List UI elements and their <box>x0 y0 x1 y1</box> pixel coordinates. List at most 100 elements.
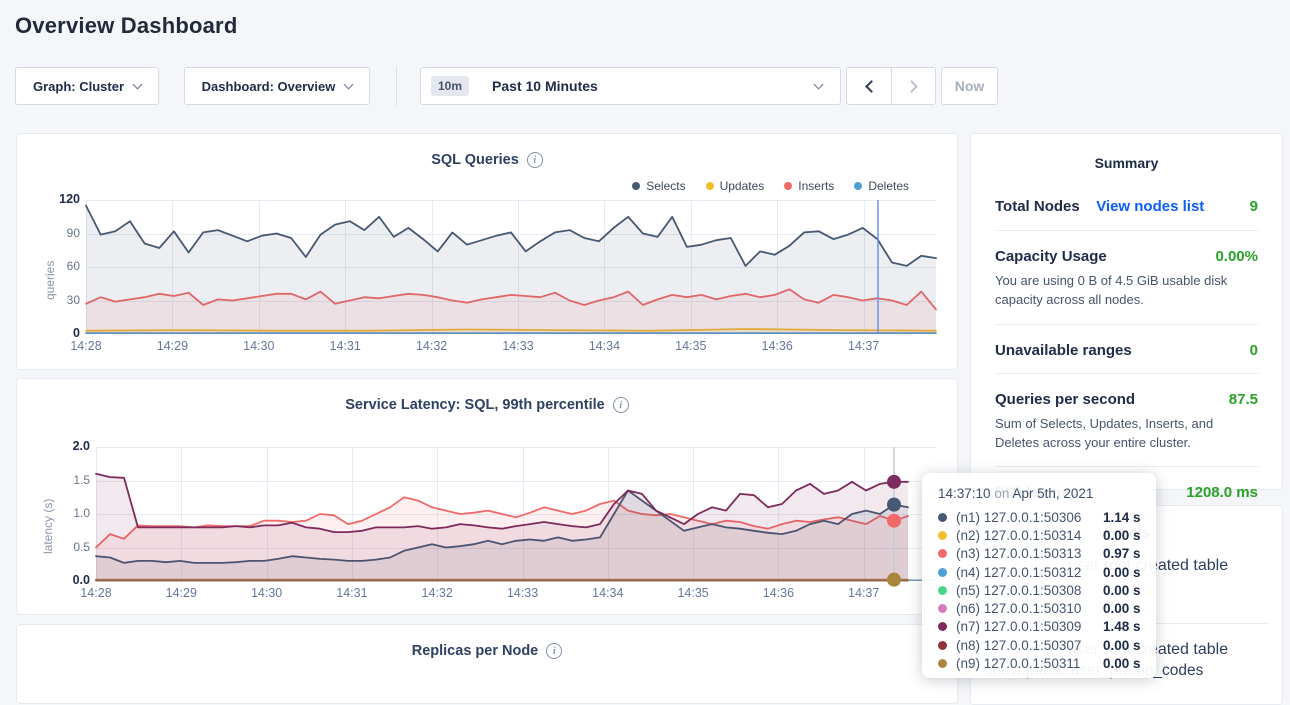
chart-title-row: Service Latency: SQL, 99th percentile i <box>17 397 957 413</box>
sql-queries-chart[interactable] <box>86 200 936 334</box>
tooltip-node-label: (n7) 127.0.0.1:50309 <box>956 619 1103 634</box>
x-tick-label: 14:35 <box>665 339 717 353</box>
chevron-down-icon <box>344 79 354 89</box>
summary-value: 9 <box>1250 198 1258 215</box>
summary-value: 87.5 <box>1229 391 1258 408</box>
x-tick-label: 14:34 <box>582 586 634 600</box>
time-step-buttons <box>846 67 936 105</box>
graph-scope-dropdown[interactable]: Graph: Cluster <box>15 67 159 105</box>
x-tick-label: 14:28 <box>60 339 112 353</box>
tooltip-node-label: (n4) 127.0.0.1:50312 <box>956 565 1103 580</box>
y-tick-label: 120 <box>36 192 80 206</box>
tooltip-rows: (n1) 127.0.0.1:503061.14 s(n2) 127.0.0.1… <box>938 508 1146 673</box>
x-tick-label: 14:34 <box>578 339 630 353</box>
y-tick-label: 0.5 <box>46 540 90 554</box>
legend-item: Inserts <box>784 179 834 193</box>
tooltip-node-value: 0.00 s <box>1103 583 1141 598</box>
series-dot-icon <box>938 549 947 558</box>
x-tick-label: 14:29 <box>155 586 207 600</box>
chevron-right-icon <box>905 80 918 93</box>
summary-label: Total Nodes <box>995 198 1080 215</box>
tooltip-timestamp: 14:37:10 on Apr 5th, 2021 <box>938 486 1146 501</box>
tooltip-row: (n2) 127.0.0.1:503140.00 s <box>938 526 1146 544</box>
tooltip-row: (n6) 127.0.0.1:503100.00 s <box>938 599 1146 617</box>
x-tick-label: 14:37 <box>838 586 890 600</box>
hover-dot-n1 <box>887 498 901 512</box>
summary-value: 0.00% <box>1215 248 1258 265</box>
legend-item: Deletes <box>854 179 909 193</box>
summary-label: Queries per second <box>995 391 1135 408</box>
time-forward-button[interactable] <box>891 68 935 104</box>
tooltip-node-value: 1.14 s <box>1103 510 1141 525</box>
tooltip-node-label: (n1) 127.0.0.1:50306 <box>956 510 1103 525</box>
tooltip-node-label: (n5) 127.0.0.1:50308 <box>956 583 1103 598</box>
chart-title: SQL Queries <box>431 152 519 168</box>
y-tick-label: 30 <box>36 293 80 307</box>
y-tick-label: 0.0 <box>46 573 90 587</box>
service-latency-chart[interactable] <box>96 447 936 581</box>
x-tick-label: 14:30 <box>233 339 285 353</box>
legend-dot-icon <box>854 182 862 190</box>
sql-queries-panel: SQL Queries i Selects Updates Inserts Delet… <box>16 133 958 370</box>
x-tick-label: 14:32 <box>411 586 463 600</box>
info-icon[interactable]: i <box>527 152 543 168</box>
time-range-badge: 10m <box>431 76 469 96</box>
view-nodes-list-link[interactable]: View nodes list <box>1096 198 1204 215</box>
tooltip-row: (n3) 127.0.0.1:503130.97 s <box>938 545 1146 563</box>
tooltip-node-value: 0.00 s <box>1103 638 1141 653</box>
info-icon[interactable]: i <box>613 397 629 413</box>
time-range-dropdown[interactable]: 10m Past 10 Minutes <box>420 67 841 105</box>
x-tick-label: 14:35 <box>667 586 719 600</box>
y-tick-label: 0 <box>36 326 80 340</box>
tooltip-row: (n5) 127.0.0.1:503080.00 s <box>938 581 1146 599</box>
tooltip-node-value: 0.00 s <box>1103 528 1141 543</box>
summary-value: 1208.0 ms <box>1186 484 1258 501</box>
series-dot-icon <box>938 641 947 650</box>
legend-item: Updates <box>706 179 765 193</box>
page-title: Overview Dashboard <box>15 13 237 39</box>
legend-dot-icon <box>632 182 640 190</box>
now-button[interactable]: Now <box>941 67 998 105</box>
tooltip-node-value: 0.00 s <box>1103 601 1141 616</box>
series-dot-icon <box>938 531 947 540</box>
dashboard-dropdown[interactable]: Dashboard: Overview <box>184 67 370 105</box>
info-icon[interactable]: i <box>546 643 562 659</box>
tooltip-node-value: 0.00 s <box>1103 656 1141 671</box>
y-tick-label: 60 <box>36 259 80 273</box>
summary-section-unavailable-ranges: Unavailable ranges 0 <box>995 325 1258 374</box>
tooltip-node-value: 1.48 s <box>1103 619 1141 634</box>
series-dot-icon <box>938 659 947 668</box>
tooltip-node-label: (n2) 127.0.0.1:50314 <box>956 528 1103 543</box>
chart-title: Replicas per Node <box>412 643 539 659</box>
y-tick-label: 1.5 <box>46 473 90 487</box>
service-latency-panel: Service Latency: SQL, 99th percentile i … <box>16 378 958 615</box>
chevron-left-icon <box>865 80 878 93</box>
y-tick-label: 1.0 <box>46 506 90 520</box>
legend-item: Selects <box>632 179 685 193</box>
chevron-down-icon <box>133 79 143 89</box>
tooltip-node-value: 0.00 s <box>1103 565 1141 580</box>
series-dot-icon <box>938 604 947 613</box>
divider <box>396 66 397 106</box>
chart-title: Service Latency: SQL, 99th percentile <box>345 397 605 413</box>
replicas-per-node-panel: Replicas per Node i <box>16 624 958 704</box>
y-tick-label: 90 <box>36 226 80 240</box>
tooltip-row: (n1) 127.0.0.1:503061.14 s <box>938 508 1146 526</box>
summary-section-capacity: Capacity Usage 0.00% You are using 0 B o… <box>995 231 1258 325</box>
x-tick-label: 14:29 <box>146 339 198 353</box>
tooltip-node-label: (n8) 127.0.0.1:50307 <box>956 638 1103 653</box>
tooltip-node-value: 0.97 s <box>1103 546 1141 561</box>
time-range-label: Past 10 Minutes <box>492 78 598 94</box>
series-dot-icon <box>938 622 947 631</box>
chevron-down-icon <box>814 80 824 90</box>
summary-label: Unavailable ranges <box>995 342 1132 359</box>
x-tick-label: 14:33 <box>492 339 544 353</box>
time-back-button[interactable] <box>847 68 891 104</box>
graph-scope-label: Graph: Cluster <box>33 79 124 94</box>
series-dot-icon <box>938 513 947 522</box>
hover-dot-n7 <box>887 475 901 489</box>
x-tick-label: 14:32 <box>406 339 458 353</box>
tooltip-row: (n9) 127.0.0.1:503110.00 s <box>938 654 1146 672</box>
summary-panel: Summary Total Nodes View nodes list 9 Ca… <box>970 133 1283 490</box>
overview-dashboard-page: { "page": { "title": "Overview Dashboard… <box>0 0 1290 689</box>
